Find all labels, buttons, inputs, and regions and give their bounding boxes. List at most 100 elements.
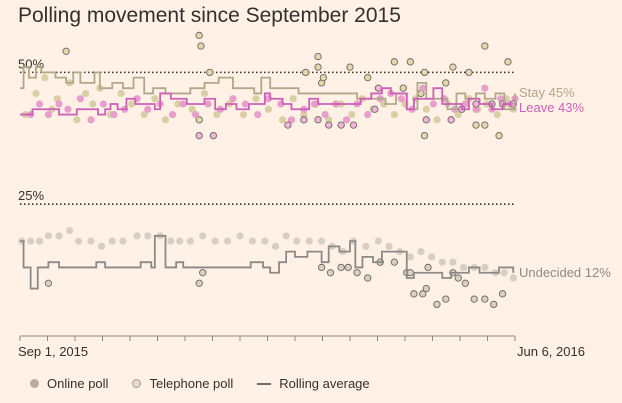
online-poll-point: [422, 105, 430, 113]
telephone-poll-point: [399, 84, 407, 92]
online-poll-point: [167, 237, 175, 245]
telephone-poll-point: [504, 58, 512, 66]
telephone-poll-point: [490, 300, 498, 309]
online-poll-point: [374, 237, 382, 245]
telephone-poll-point: [44, 279, 53, 287]
online-poll-point: [241, 100, 249, 108]
online-poll-point: [151, 95, 159, 103]
online-poll-point: [261, 237, 269, 245]
online-poll-point: [144, 232, 152, 240]
telephone-poll-point: [325, 121, 333, 129]
online-poll-point: [271, 242, 280, 250]
telephone-poll-point: [353, 269, 361, 277]
online-poll-point: [454, 110, 462, 119]
telephone-poll-point: [472, 121, 480, 129]
telephone-poll-point: [461, 279, 469, 287]
rolling-average-undecided: [20, 234, 515, 290]
gridlines: [20, 71, 515, 205]
telephone-poll-point: [199, 269, 207, 277]
online-poll-point: [293, 237, 301, 245]
telephone-poll-point: [314, 52, 322, 61]
telephone-poll-point: [284, 121, 292, 129]
online-poll-point: [55, 232, 63, 240]
online-poll-point: [433, 116, 441, 124]
legend-online-label: Online poll: [47, 376, 109, 391]
online-poll-point: [397, 95, 406, 103]
online-poll-point: [133, 232, 141, 240]
telephone-poll-point: [374, 84, 383, 92]
online-poll-point: [89, 100, 97, 108]
telephone-poll-point: [371, 105, 379, 113]
telephone-poll-point: [195, 116, 203, 124]
online-poll-point: [406, 253, 414, 261]
telephone-poll-point: [390, 258, 399, 266]
rolling-average-leave: [20, 87, 514, 116]
online-poll-point: [117, 89, 125, 98]
telephone-poll-point: [465, 68, 473, 77]
telephone-poll-point: [364, 73, 372, 82]
online-poll-point: [472, 105, 480, 113]
online-poll-point: [99, 100, 107, 108]
telephone-poll-point: [472, 100, 480, 108]
online-poll-point: [98, 242, 106, 250]
telephone-poll-point: [498, 290, 507, 298]
telephone-poll-point: [442, 295, 450, 303]
online-poll-point: [493, 110, 501, 119]
telephone-poll-point: [454, 274, 462, 282]
online-poll-point: [73, 116, 81, 124]
telephone-poll-point: [419, 290, 427, 298]
online-poll-point: [76, 95, 84, 103]
telephone-poll-point: [326, 269, 335, 277]
online-poll-point: [186, 237, 194, 245]
online-poll-point: [82, 89, 90, 98]
online-poll-point: [213, 110, 221, 119]
online-poll-point: [200, 89, 209, 98]
online-poll-point: [385, 242, 393, 250]
telephone-poll-point: [442, 79, 450, 87]
telephone-poll-point: [447, 116, 455, 124]
online-poll-point: [188, 105, 196, 113]
online-poll-point: [500, 269, 508, 277]
telephone-poll-point: [319, 73, 328, 82]
rolling-average-stay: [20, 66, 516, 111]
x-tick-label-start: Sep 1, 2015: [18, 344, 88, 359]
x-tick-label-end: Jun 6, 2016: [517, 344, 585, 359]
online-poll-point: [248, 237, 257, 245]
online-poll-point: [348, 110, 356, 119]
rolling-average-line-icon: [257, 382, 272, 385]
online-poll-point: [252, 95, 260, 103]
telephone-poll-point: [197, 42, 205, 50]
online-poll-point: [41, 74, 49, 82]
online-poll-point: [321, 110, 329, 119]
x-axis: Sep 1, 2015 Jun 6, 2016: [18, 335, 585, 359]
telephone-poll-point: [314, 63, 322, 71]
online-poll-point: [449, 258, 457, 266]
online-poll-point: [168, 110, 177, 119]
telephone-poll-point: [424, 263, 432, 272]
telephone-poll-point: [364, 274, 372, 282]
telephone-poll-point: [317, 263, 326, 272]
online-poll-point: [310, 100, 319, 108]
telephone-poll-point: [433, 300, 441, 309]
telephone-poll-point: [349, 121, 358, 129]
online-poll-point: [461, 100, 469, 108]
online-poll-point: [87, 237, 95, 245]
legend-rolling-label: Rolling average: [279, 376, 370, 391]
telephone-poll-point: [314, 116, 322, 124]
telephone-poll-point: [337, 263, 345, 272]
online-poll-point: [342, 116, 351, 124]
legend-online: Online poll: [30, 376, 108, 391]
online-poll-point: [179, 100, 187, 108]
online-poll-point: [119, 237, 127, 245]
telephone-poll-point: [346, 63, 354, 71]
online-poll-point: [108, 237, 116, 245]
rolling-average-lines: [20, 66, 516, 290]
online-poll-point: [239, 110, 248, 119]
telephone-poll-point: [209, 131, 218, 140]
online-poll-point: [144, 105, 152, 113]
telephone-poll-point: [62, 47, 70, 55]
online-poll-point: [32, 89, 40, 98]
poll-points: [18, 31, 519, 309]
telephone-poll-point: [495, 131, 503, 140]
